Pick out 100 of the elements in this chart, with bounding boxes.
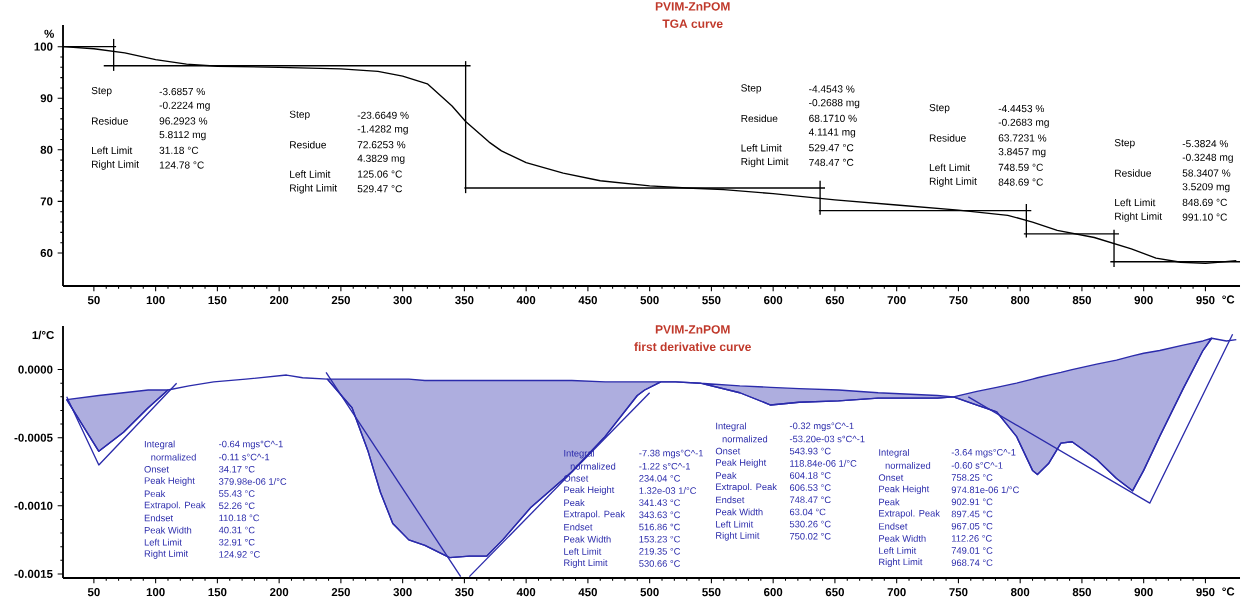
- annotation: -0.32 mgs°C^-1: [789, 422, 854, 432]
- x-tick-label: 550: [702, 588, 721, 597]
- annotation: 63.04 °C: [789, 508, 826, 516]
- x-tick-label: 800: [1010, 588, 1030, 597]
- text: first derivative curve: [634, 342, 751, 352]
- annotation: Left Limit: [1115, 198, 1156, 207]
- annotation: -0.2683 mg: [998, 118, 1049, 128]
- x-tick-label: 600: [764, 296, 783, 305]
- annotation: 96.2923 %: [159, 117, 208, 125]
- annotation: normalized: [722, 435, 768, 443]
- annotation: 516.86 °C: [639, 523, 681, 531]
- annotation: Integral: [716, 422, 746, 432]
- x-tick-label: 200: [269, 296, 289, 305]
- annotation: 31.18 °C: [159, 146, 199, 154]
- annotation: Left Limit: [144, 538, 182, 546]
- annotation: 4.1141 mg: [808, 128, 856, 138]
- annotation: 110.18 °C: [219, 514, 260, 522]
- annotation: -0.2224 mg: [159, 101, 210, 111]
- annotation: 55.43 °C: [219, 490, 255, 497]
- annotation: Peak Height: [144, 477, 195, 486]
- annotation: Right Limit: [879, 558, 923, 568]
- annotation: -53.20e-03 s°C^-1: [789, 435, 865, 443]
- x-tick-label: 100: [146, 588, 165, 597]
- x-tick-label: 550: [702, 296, 721, 305]
- annotation: -0.2688 mg: [809, 99, 860, 109]
- x-tick-label: 150: [208, 588, 227, 597]
- annotation: 529.47 °C: [809, 144, 854, 152]
- annotation: Extrapol. Peak: [564, 510, 626, 520]
- x-tick-label: 900: [1134, 296, 1153, 305]
- annotation: 40.31 °C: [218, 526, 255, 534]
- annotation: Left Limit: [92, 146, 133, 155]
- annotation: Step: [929, 103, 950, 114]
- x-tick-label: 700: [887, 296, 906, 305]
- y-axis-title: %: [44, 29, 54, 38]
- annotation: Endset: [144, 514, 174, 522]
- annotation: 72.6253 %: [357, 141, 406, 149]
- annotation: Residue: [929, 134, 966, 142]
- annotation: Left Limit: [741, 144, 782, 152]
- annotation: 748.47 °C: [809, 158, 854, 167]
- annotation: Peak: [716, 472, 737, 479]
- annotation: Left Limit: [879, 547, 917, 554]
- annotation: 341.43 °C: [639, 499, 681, 506]
- annotation: 118.84e-06 1/°C: [790, 459, 857, 467]
- annotation: Peak Height: [564, 486, 615, 495]
- annotation: 902.91 °C: [951, 498, 993, 506]
- annotation: 530.66 °C: [639, 560, 681, 567]
- annotation: 34.17 °C: [219, 465, 255, 473]
- annotation: 234.04 °C: [639, 475, 681, 482]
- x-axis-title: °C: [1222, 587, 1235, 596]
- annotation: 748.47 °C: [789, 496, 831, 504]
- annotation: normalized: [151, 453, 196, 461]
- x-tick-label: 950: [1196, 296, 1215, 305]
- x-tick-label: 800: [1010, 296, 1030, 305]
- x-tick-label: 250: [331, 588, 350, 597]
- annotation: 974.81e-06 1/°C: [951, 486, 1019, 494]
- annotation: 604.18 °C: [789, 472, 831, 479]
- annotation: Right Limit: [290, 184, 338, 194]
- annotation: 749.01 °C: [951, 547, 993, 554]
- annotation: 125.06 °C: [357, 170, 402, 178]
- annotation: -1.22 s°C^-1: [639, 462, 691, 470]
- annotation: Peak: [879, 498, 900, 506]
- annotation: 967.05 °C: [951, 522, 993, 530]
- chart-subtitle: TGA curve: [662, 19, 723, 28]
- x-tick-label: 200: [269, 588, 289, 597]
- annotation: Step: [1114, 139, 1135, 149]
- annotation: 124.78 °C: [159, 161, 204, 169]
- x-tick-label: 50: [87, 588, 100, 597]
- annotation: Left Limit: [716, 520, 754, 528]
- annotation: Peak Height: [879, 485, 930, 495]
- annotation: Endset: [564, 523, 593, 531]
- annotation: Residue: [290, 140, 327, 149]
- annotation: Right Limit: [741, 157, 789, 168]
- annotation: Endset: [879, 522, 908, 530]
- x-tick-label: 850: [1072, 588, 1092, 597]
- x-tick-label: 600: [764, 588, 783, 597]
- annotation: 848.69 °C: [1182, 198, 1228, 207]
- annotation: 968.74 °C: [951, 559, 993, 566]
- annotation: 991.10 °C: [1182, 213, 1228, 221]
- y-tick-label: 80: [40, 145, 53, 154]
- annotation: Right Limit: [92, 160, 139, 170]
- annotation: Integral: [879, 448, 909, 458]
- annotation: normalized: [885, 461, 931, 469]
- x-tick-label: 500: [640, 296, 659, 305]
- annotation: 529.47 °C: [357, 185, 402, 193]
- x-tick-label: 400: [516, 296, 536, 305]
- x-tick-label: 250: [331, 296, 350, 305]
- annotation: -5.3824 %: [1182, 140, 1229, 148]
- annotation: -0.3248 mg: [1182, 153, 1233, 163]
- annotation: Onset: [715, 447, 741, 455]
- x-tick-label: 650: [825, 296, 844, 305]
- annotation: Extrapol. Peak: [716, 483, 777, 492]
- annotation: 219.35 °C: [639, 548, 681, 555]
- annotation: Peak: [564, 499, 585, 507]
- annotation: 153.23 °C: [639, 535, 681, 543]
- annotation: Peak Width: [716, 508, 763, 516]
- x-tick-label: 450: [578, 588, 597, 597]
- annotation: Right Limit: [564, 559, 608, 568]
- x-tick-label: 150: [208, 296, 227, 305]
- annotation: Left Limit: [564, 547, 602, 555]
- annotation: Residue: [92, 117, 128, 125]
